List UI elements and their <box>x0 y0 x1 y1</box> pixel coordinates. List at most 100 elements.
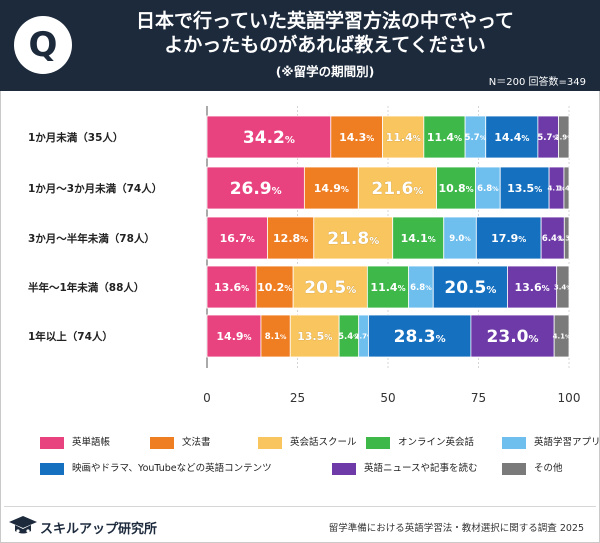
legend-label: 文法書 <box>182 437 211 448</box>
legend-label: 映画やドラマ、YouTubeなどの英語コンテンツ <box>72 463 272 474</box>
bar-segment <box>392 216 445 260</box>
data-label: 8.1% <box>265 332 287 342</box>
legend-swatch <box>40 463 64 475</box>
bar-segment <box>558 115 570 159</box>
bar-segment <box>563 166 570 210</box>
chart-subtitle: (※留学の期間別) <box>275 64 375 79</box>
data-label: 16.7% <box>220 232 255 245</box>
bar-segment <box>556 265 570 309</box>
data-label: 14.1% <box>401 232 436 245</box>
bar-segment <box>303 166 359 210</box>
chart-header <box>0 0 600 91</box>
x-tick-label: 50 <box>380 391 395 405</box>
data-label: 23.0% <box>487 327 539 347</box>
bar-segment <box>499 166 550 210</box>
x-tick-label: 75 <box>471 391 486 405</box>
bar-segment <box>289 314 340 358</box>
bar-segment <box>563 216 570 260</box>
bar-segment <box>432 265 508 309</box>
bar-segment <box>423 115 466 159</box>
legend-swatch <box>502 463 526 475</box>
data-label: 11.4% <box>386 131 421 144</box>
data-label: 1.4% <box>558 185 576 193</box>
data-label: 2.9% <box>555 134 573 142</box>
chart-legend: 英単語帳 文法書 英会話スクール オンライン英会話 英語学習アプリ映画やドラマ、YouT… <box>40 436 600 496</box>
data-label: 3.4% <box>554 284 572 292</box>
data-label: 14.4% <box>494 131 529 144</box>
x-tick-label: 0 <box>203 391 211 405</box>
data-label: 14.3% <box>339 131 374 144</box>
x-tick-label: 25 <box>290 391 305 405</box>
data-label: 21.6% <box>371 179 423 199</box>
bar-segment <box>470 314 555 358</box>
data-label: 10.2% <box>257 281 292 294</box>
data-label: 11.4% <box>370 281 405 294</box>
bar-segment <box>507 265 558 309</box>
legend-label: オンライン英会話 <box>398 437 475 448</box>
chart-title-line1: 日本で行っていた英語学習方法の中でやって <box>135 10 515 32</box>
legend-label: 英語ニュースや記事を読む <box>364 463 478 474</box>
data-label: 13.5% <box>507 182 542 195</box>
data-label: 6.8% <box>477 184 499 194</box>
legend-label: 英会話スクール <box>290 437 357 448</box>
data-label: 9.0% <box>449 234 471 244</box>
data-label: 5.4% <box>338 332 360 342</box>
data-label: 26.9% <box>230 179 282 199</box>
legend-swatch <box>332 463 356 475</box>
data-label: 17.9% <box>491 232 526 245</box>
brand-name: スキルアップ研究所 <box>40 522 158 537</box>
legend-swatch <box>150 437 174 449</box>
legend-label: 英単語帳 <box>72 437 111 448</box>
legend-swatch <box>366 437 390 449</box>
stacked-bar-chart: 0 25 50 75 100 1か月未満（35人） 34.2% 14.3% 11.4% 11.4%… <box>28 106 581 405</box>
data-label: 5.7% <box>537 133 559 143</box>
data-label: 13.6% <box>214 281 249 294</box>
bar-segment <box>436 166 477 210</box>
data-label: 28.3% <box>394 327 446 347</box>
bar-segment <box>206 314 262 358</box>
data-label: 6.4% <box>542 234 564 244</box>
data-label: 6.8% <box>410 283 432 293</box>
data-label: 12.8% <box>273 232 308 245</box>
category-label: 1か月未満（35人） <box>28 131 123 144</box>
bar-segment <box>553 314 570 358</box>
category-label: 1年以上（74人） <box>28 330 113 343</box>
data-label: 20.5% <box>444 278 496 298</box>
data-label: 34.2% <box>243 128 295 148</box>
legend-label: 英語学習アプリ <box>534 437 600 448</box>
footer-divider <box>4 506 596 507</box>
bar-segment <box>206 265 257 309</box>
bar-segment <box>366 265 410 309</box>
data-label: 21.8% <box>327 229 379 249</box>
data-label: 13.5% <box>297 330 332 343</box>
bar-segment <box>382 115 425 159</box>
bar-segment <box>313 216 394 260</box>
bar-segment <box>357 166 437 210</box>
data-label: 4.1% <box>548 185 566 193</box>
bar-segment <box>408 265 434 309</box>
question-badge <box>14 16 72 74</box>
sample-size: N＝200 回答数=349 <box>488 77 586 88</box>
data-label: 14.9% <box>216 330 251 343</box>
graduation-cap-icon <box>9 516 37 534</box>
bar-segment <box>443 216 477 260</box>
source-note: 留学準備における英語学習法・教材選択に関する調査 2025 <box>328 523 584 534</box>
data-label: 13.6% <box>514 281 549 294</box>
data-label: 4.1% <box>553 333 571 341</box>
category-label: 半年〜1年未満（88人） <box>28 281 144 294</box>
chart-title-line2: よかったものがあれば教えてください <box>164 34 486 56</box>
bar-segment <box>206 216 268 260</box>
data-label: 10.8% <box>438 182 473 195</box>
bar-segment <box>330 115 383 159</box>
data-label: 5.7% <box>465 133 487 143</box>
data-label: 1.3% <box>558 235 576 243</box>
legend-label: その他 <box>534 463 563 474</box>
x-tick-label: 100 <box>558 391 581 405</box>
bar-segment <box>368 314 472 358</box>
category-label: 1か月〜3か月未満（74人） <box>28 182 162 195</box>
bar-segment <box>475 166 501 210</box>
bar-segment <box>475 216 542 260</box>
data-label: 20.5% <box>304 278 356 298</box>
bar-segment <box>255 265 294 309</box>
data-label: 14.9% <box>314 182 349 195</box>
